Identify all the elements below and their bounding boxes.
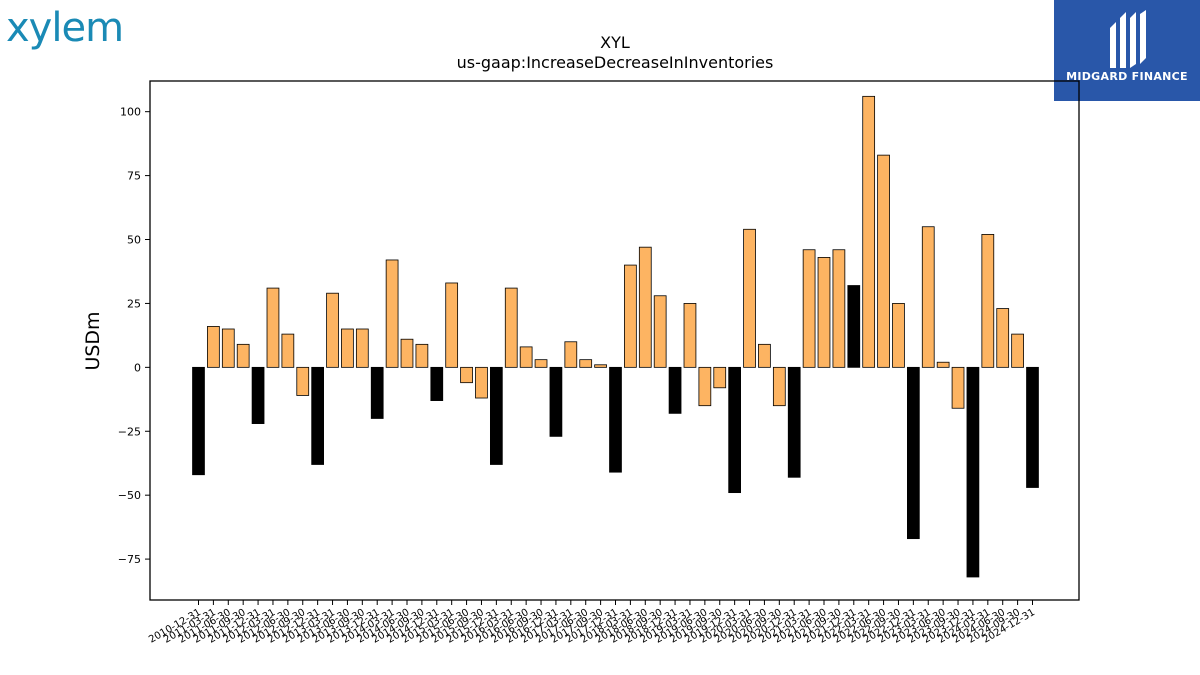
midgard-finance-wordmark: MIDGARD FINANCE [1066,70,1188,83]
y-tick-label: 75 [127,170,141,183]
bar-2013-06-30 [341,328,354,368]
y-tick-label: −50 [118,489,141,502]
bar-2022-12-31 [907,366,920,540]
bar-2011-03-31 [207,326,220,368]
bar-2024-12-31 [1026,366,1039,488]
bar-2012-06-30 [281,333,295,368]
bar-2020-09-30 [772,366,786,407]
bar-2019-06-30 [698,366,712,407]
bar-2022-09-30 [892,303,905,368]
bar-2013-12-31 [370,366,384,419]
y-tick-label: 25 [127,297,141,310]
bar-2015-06-30 [460,366,473,384]
bar-2023-03-31 [921,226,935,368]
bar-2018-06-30 [638,246,652,368]
bar-2019-09-30 [713,366,727,389]
y-tick-label: 50 [127,234,141,247]
y-tick-label: 100 [120,106,141,119]
bar-2022-06-30 [877,154,890,368]
bars-group [192,95,1039,578]
xylem-logo: xylem [6,5,124,51]
bar-2014-09-30 [415,343,429,368]
bar-2021-03-31 [802,249,816,368]
midgard-finance-logo: MIDGARD FINANCE [1054,0,1200,101]
bar-2024-06-30 [996,308,1010,368]
y-axis: 100 75 50 25 0 −25 −50 −75 [118,106,150,566]
bar-2017-12-31 [609,366,622,473]
bar-2016-03-31 [504,287,518,368]
bar-2024-09-30 [1011,333,1024,368]
bar-2013-03-31 [326,292,339,368]
bar-2022-03-31 [862,95,876,368]
bar-2018-12-31 [668,366,682,414]
bar-2013-09-30 [355,328,369,368]
y-tick-label: 0 [134,361,141,374]
bar-2017-03-31 [564,341,578,368]
bar-2018-03-31 [624,264,637,368]
bar-2012-12-31 [311,366,325,465]
bar-2010-12-31 [192,366,205,476]
bar-2021-06-30 [817,257,831,368]
bar-2018-09-30 [653,295,667,368]
y-tick-label: −25 [118,425,141,438]
bar-2012-09-30 [296,366,310,396]
midgard-logo-mark [1110,10,1146,68]
bar-2016-09-30 [534,359,548,368]
bar-2020-06-30 [758,343,771,368]
bar-2011-12-31 [251,366,265,424]
chart-subtitle: us-gaap:IncreaseDecreaseInInventories [457,53,774,72]
plot-frame [149,80,1080,601]
bar-2023-09-30 [951,366,965,409]
bar-2015-03-31 [445,282,459,368]
bar-2014-03-31 [385,259,399,368]
bar-2024-03-31 [981,233,995,368]
bar-2016-06-30 [519,346,533,368]
y-axis-label: USDm [82,311,104,370]
bar-2011-06-30 [221,328,235,368]
bar-2015-12-31 [489,366,503,465]
bar-2023-12-31 [966,366,980,578]
bar-2015-09-30 [475,366,488,399]
bar-2023-06-30 [936,361,950,368]
bar-2012-03-31 [266,287,280,368]
bar-2019-03-31 [683,303,697,368]
bar-2016-12-31 [549,366,563,437]
x-axis: 2010-12-312011-03-312011-06-302011-09-30… [147,600,1037,646]
bar-2017-06-30 [579,359,593,368]
bar-2017-09-30 [594,364,607,368]
bar-2011-09-30 [236,343,250,368]
bar-2021-09-30 [832,249,846,368]
chart-title: XYL [600,33,630,52]
bar-2021-12-31 [847,285,861,368]
bar-2014-06-30 [400,338,414,368]
bar-2014-12-31 [430,366,444,401]
bar-2020-12-31 [787,366,801,478]
bar-2020-03-31 [743,228,756,368]
bar-2019-12-31 [728,366,742,494]
y-tick-label: −75 [118,553,141,566]
